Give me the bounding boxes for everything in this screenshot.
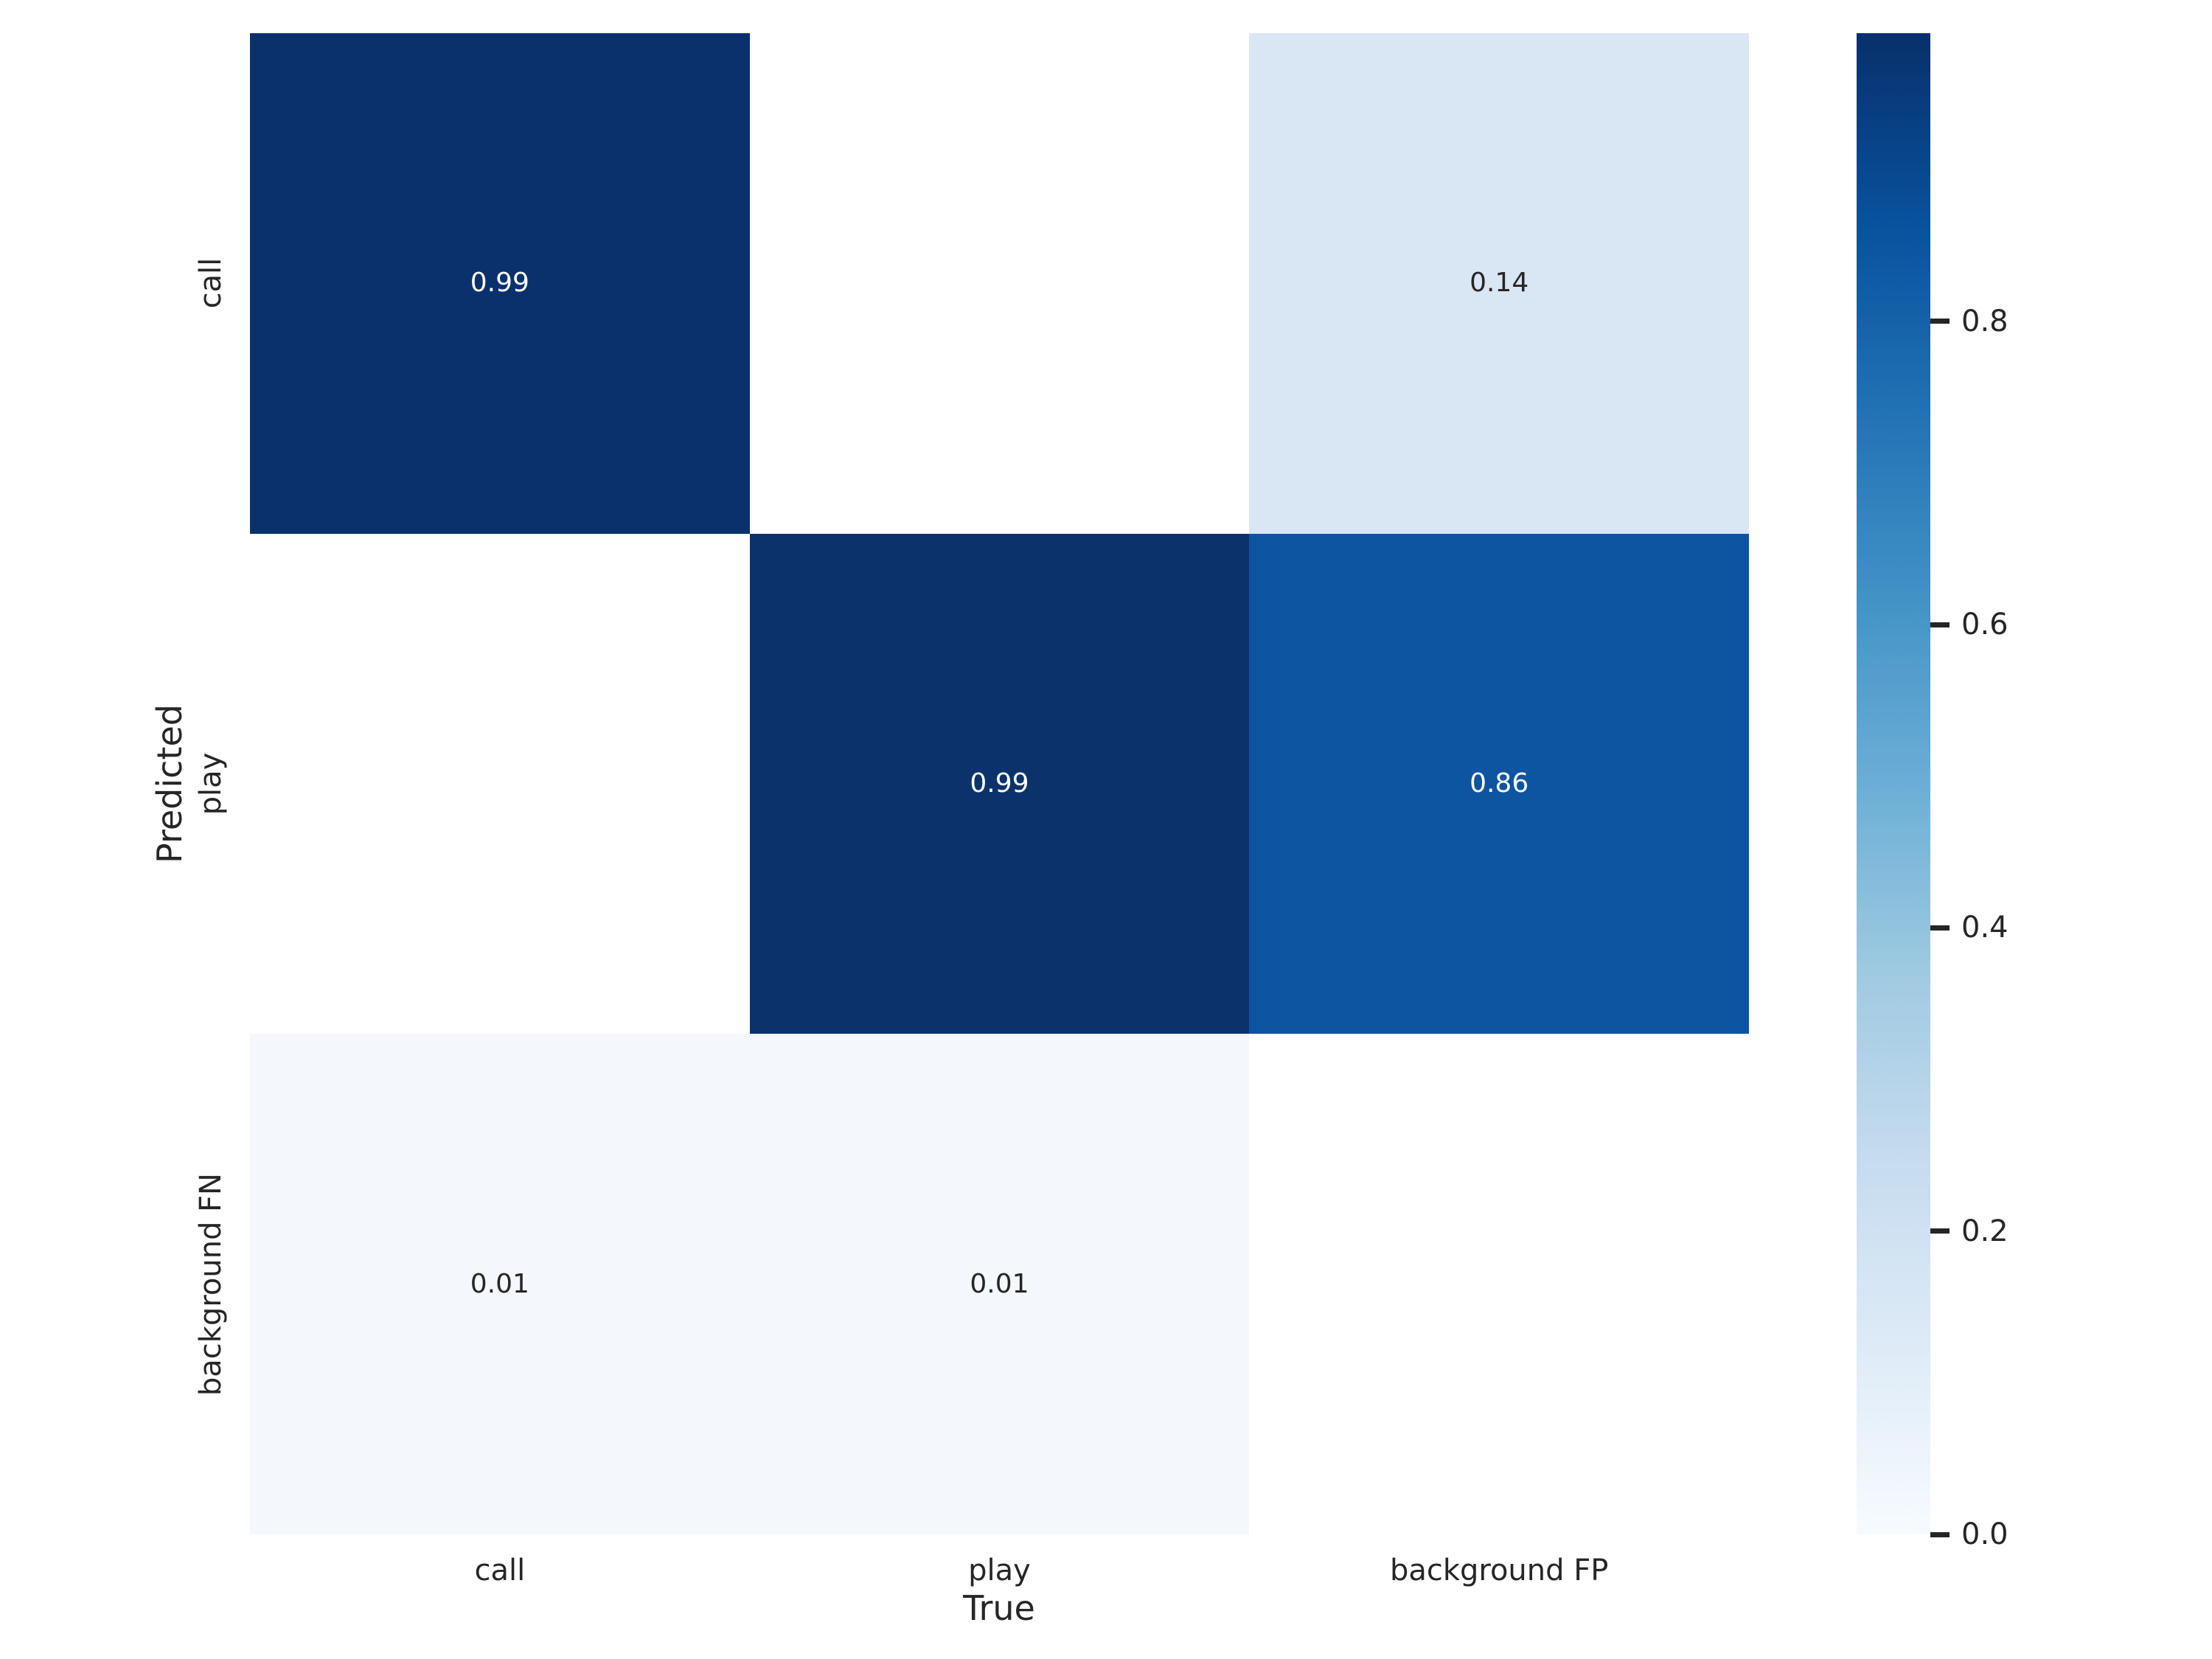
heatmap-cell: 0.86 (1249, 533, 1749, 1034)
cell-value: 0.01 (970, 1268, 1029, 1299)
y-tick-label: play (194, 752, 228, 815)
colorbar-tick-label: 0.8 (1961, 304, 2008, 338)
x-tick-label: background FP (1389, 1554, 1609, 1587)
colorbar-tick-mark (1930, 1531, 1950, 1537)
colorbar (1857, 33, 1930, 1534)
colorbar-tick-label: 0.2 (1961, 1214, 2008, 1248)
heatmap-grid: 0.99 0.14 0.99 0.86 0.01 0.01 (250, 33, 1749, 1534)
y-tick-label: background FN (194, 1172, 228, 1396)
colorbar-tick-label: 0.6 (1961, 608, 2008, 642)
colorbar-tick-label: 0.4 (1961, 911, 2008, 945)
heatmap-cell (749, 33, 1250, 534)
x-axis-title: True (963, 1588, 1035, 1628)
colorbar-tick-mark (1930, 925, 1950, 931)
cell-value: 0.86 (1470, 768, 1529, 799)
cell-value: 0.99 (470, 268, 529, 299)
cell-value: 0.99 (970, 768, 1029, 799)
y-tick-label: call (194, 257, 228, 309)
heatmap-cell (1249, 1034, 1749, 1534)
colorbar-tick-mark (1930, 622, 1950, 627)
colorbar-tick-mark (1930, 1228, 1950, 1234)
cell-value: 0.14 (1470, 268, 1529, 299)
colorbar-tick-mark (1930, 319, 1950, 324)
x-tick-label: call (474, 1554, 526, 1587)
heatmap-cell: 0.99 (749, 533, 1250, 1034)
y-axis-title: Predicted (150, 704, 189, 863)
colorbar-tick-label: 0.0 (1961, 1517, 2008, 1551)
x-tick-label: play (968, 1554, 1031, 1587)
heatmap-cell: 0.01 (749, 1034, 1250, 1534)
heatmap-cell (250, 533, 750, 1034)
heatmap-cell: 0.14 (1249, 33, 1749, 534)
heatmap-cell: 0.99 (250, 33, 750, 534)
cell-value: 0.01 (470, 1268, 529, 1299)
heatmap-cell: 0.01 (250, 1034, 750, 1534)
